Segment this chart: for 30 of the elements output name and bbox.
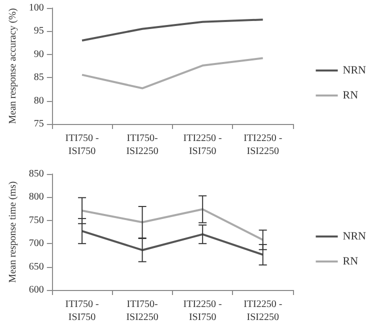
x-tick-label: ITI750 - ISI750	[65, 133, 99, 157]
y-tick-label: 75	[34, 118, 44, 130]
x-tick-label: ITI2250 - ISI2250	[244, 133, 282, 157]
y-tick-label: 650	[28, 261, 44, 272]
y-tick-label: 80	[34, 95, 44, 106]
y-tick-label: 600	[28, 284, 44, 296]
y-tick-label: 750	[28, 214, 44, 226]
y-tick-label: 800	[28, 192, 44, 203]
legend-label: RN	[342, 90, 358, 102]
y-tick-label: 90	[34, 48, 44, 60]
y-tick-label: 850	[28, 168, 44, 180]
line-series	[81, 18, 264, 42]
y-tick-label: 700	[28, 238, 44, 250]
x-tick-label: ITI2250 - ISI750	[183, 299, 222, 323]
line-series	[81, 57, 264, 90]
y-axis-title: Mean response accuracy (%)	[8, 8, 18, 124]
y-tick-label: 100	[28, 2, 44, 14]
x-tick-label: ITI750- ISI2250	[126, 133, 158, 157]
line-series	[81, 208, 264, 241]
x-tick-label: ITI2250 - ISI2250	[244, 299, 282, 323]
y-tick-label: 85	[34, 72, 44, 84]
x-tick-label: ITI750- ISI2250	[126, 299, 158, 323]
y-tick-label: 95	[34, 26, 44, 37]
x-tick-label: ITI750 - ISI750	[65, 299, 99, 323]
legend-label: NRN	[342, 230, 366, 242]
legend-label: RN	[342, 256, 358, 268]
legend-label: NRN	[342, 64, 366, 76]
x-tick-label: ITI2250 - ISI750	[183, 133, 222, 157]
y-axis-title: Mean response time (ms)	[8, 181, 18, 283]
line-series	[81, 230, 264, 256]
